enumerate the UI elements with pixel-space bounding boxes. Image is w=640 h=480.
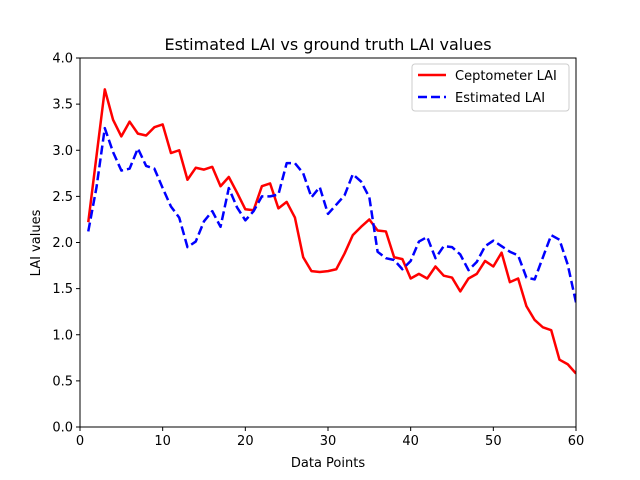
series-line-2 — [87, 126, 576, 303]
x-tick-label: 40 — [402, 434, 419, 449]
x-axis-label: Data Points — [291, 456, 365, 471]
plot-area — [87, 88, 576, 375]
y-tick-label: 1.5 — [52, 282, 73, 297]
y-tick-label: 2.0 — [52, 236, 73, 251]
x-tick-label: 20 — [237, 434, 254, 449]
y-tick-label: 0.5 — [52, 374, 73, 389]
y-tick-label: 4.0 — [52, 52, 73, 67]
x-tick-label: 50 — [485, 434, 502, 449]
y-tick-label: 0.0 — [52, 421, 73, 436]
y-axis-label: LAI values — [29, 209, 44, 276]
y-tick-label: 1.0 — [52, 328, 73, 343]
x-tick-label: 0 — [76, 434, 84, 449]
legend-box — [411, 63, 570, 112]
y-tick-label: 3.5 — [52, 98, 73, 113]
chart-title: Estimated LAI vs ground truth LAI values — [164, 35, 491, 54]
legend: Ceptometer LAI Estimated LAI — [411, 63, 570, 112]
y-tick-label: 3.0 — [52, 144, 73, 159]
y-tick-label: 2.5 — [52, 190, 73, 205]
legend-label-1: Ceptometer LAI — [455, 69, 557, 84]
x-tick-label: 10 — [154, 434, 171, 449]
series-line-1 — [87, 88, 576, 375]
axes: 0 10 20 30 40 50 60 0.0 0.5 1.0 1.5 2.0 2.5 3.0 3.5 4.0 — [52, 52, 584, 450]
legend-label-2: Estimated LAI — [455, 91, 545, 106]
x-tick-label: 30 — [320, 434, 337, 449]
x-tick-label: 60 — [568, 434, 585, 449]
